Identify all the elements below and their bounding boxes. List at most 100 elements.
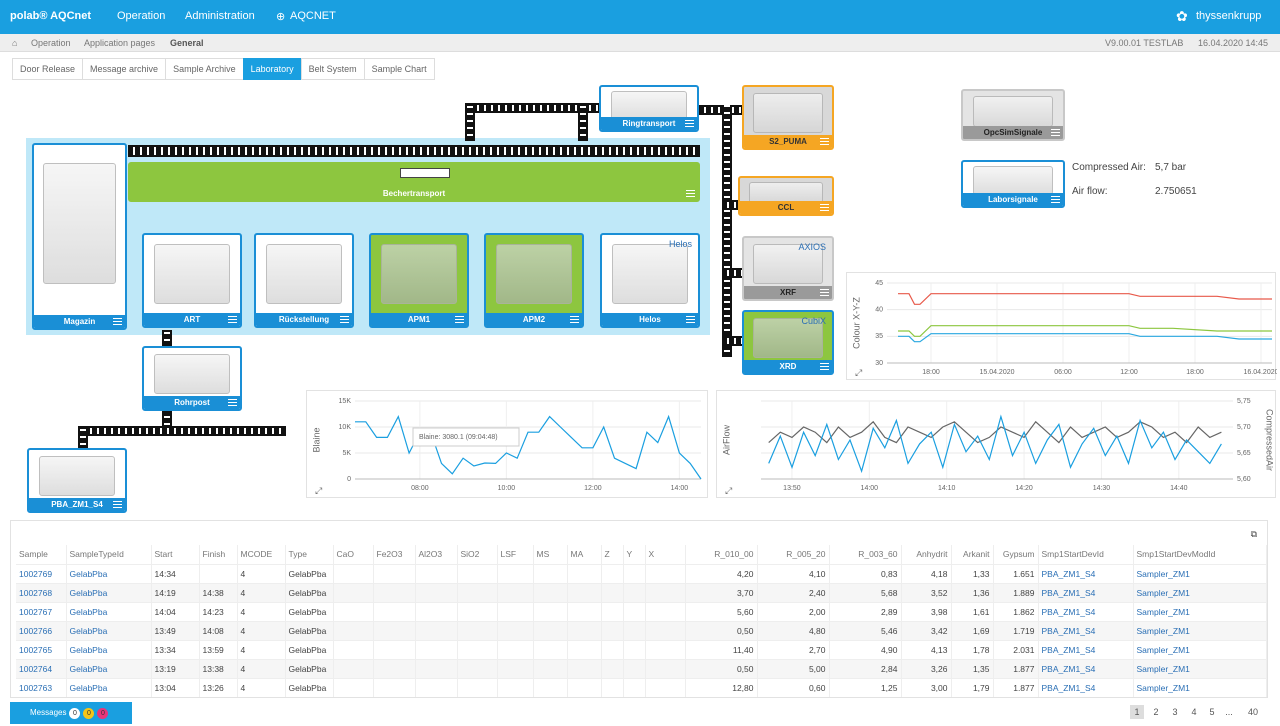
tab[interactable]: Laboratory	[242, 58, 302, 80]
table-cell[interactable]: Sampler_ZM1	[1133, 639, 1267, 659]
table-cell[interactable]: GelabPba	[66, 639, 152, 659]
menu-icon[interactable]	[1051, 196, 1060, 203]
plant-node[interactable]: PBA_ZM1_S4	[27, 448, 127, 513]
table-cell[interactable]: Sampler_ZM1	[1133, 677, 1267, 697]
plant-node[interactable]: APM2	[484, 233, 584, 328]
column-header[interactable]: MCODE	[237, 545, 286, 564]
plant-node[interactable]: CCL	[738, 176, 834, 216]
plant-node[interactable]: CubiX XRD	[742, 310, 834, 375]
table-cell[interactable]: PBA_ZM1_S4	[1038, 620, 1134, 640]
page-link[interactable]: ...	[1225, 707, 1233, 717]
table-cell[interactable]: GelabPba	[66, 658, 152, 678]
menu-icon[interactable]	[820, 204, 829, 211]
menu-icon[interactable]	[228, 399, 237, 406]
table-cell[interactable]: Sampler_ZM1	[1133, 582, 1267, 602]
column-header[interactable]: Smp1StartDevId	[1038, 545, 1134, 564]
page-link[interactable]: 4	[1191, 707, 1197, 717]
menu-icon[interactable]	[1051, 129, 1060, 136]
menu-icon[interactable]	[685, 120, 694, 127]
brand[interactable]: polab® AQCnet	[10, 10, 92, 22]
plant-node[interactable]: OpcSimSignale	[961, 89, 1065, 141]
column-header[interactable]: Fe2O3	[373, 545, 416, 564]
column-header[interactable]: X	[645, 545, 686, 564]
column-header[interactable]: Sample	[16, 545, 67, 564]
column-header[interactable]: Start	[151, 545, 200, 564]
column-header[interactable]: MA	[567, 545, 602, 564]
table-cell[interactable]: PBA_ZM1_S4	[1038, 601, 1134, 621]
menu-icon[interactable]	[686, 190, 695, 197]
column-header[interactable]: R_005_20	[757, 545, 830, 564]
table-cell[interactable]: Sampler_ZM1	[1133, 658, 1267, 678]
home-icon[interactable]: ⌂	[12, 38, 18, 48]
page-link[interactable]: 1	[1130, 705, 1144, 719]
nav-item[interactable]: Operation	[117, 10, 166, 22]
plant-node[interactable]: Rohrpost	[142, 346, 242, 411]
column-header[interactable]: Z	[601, 545, 624, 564]
plant-node[interactable]: AXIOS XRF	[742, 236, 834, 301]
table-cell[interactable]: GelabPba	[66, 601, 152, 621]
menu-icon[interactable]	[228, 316, 237, 323]
menu-icon[interactable]	[570, 316, 579, 323]
table-cell[interactable]: 1002767	[16, 601, 67, 621]
table-cell[interactable]: 1002766	[16, 620, 67, 640]
column-header[interactable]: MS	[533, 545, 568, 564]
table-cell[interactable]: 1002769	[16, 563, 67, 583]
menu-icon[interactable]	[820, 289, 829, 296]
page-link[interactable]: 40	[1247, 707, 1258, 717]
table-cell[interactable]: 1002765	[16, 639, 67, 659]
table-cell[interactable]: PBA_ZM1_S4	[1038, 639, 1134, 659]
table-cell[interactable]: GelabPba	[66, 677, 152, 697]
table-cell[interactable]: PBA_ZM1_S4	[1038, 582, 1134, 602]
tab[interactable]: Belt System	[300, 58, 365, 80]
plant-node[interactable]: Ringtransport	[599, 85, 699, 132]
crumb[interactable]: Operation	[31, 38, 71, 48]
plant-node[interactable]: Rückstellung	[254, 233, 354, 328]
nav-item[interactable]: Administration	[185, 10, 255, 22]
messages-button[interactable]: Messages 0 0 0	[10, 702, 132, 724]
page-link[interactable]: 2	[1153, 707, 1159, 717]
plant-node[interactable]: Helos Helos	[600, 233, 700, 328]
table-cell[interactable]: 1002764	[16, 658, 67, 678]
nav-item[interactable]: AQCNET	[290, 10, 336, 22]
copy-icon[interactable]: ⧉	[1250, 529, 1257, 539]
table-cell[interactable]: Sampler_ZM1	[1133, 620, 1267, 640]
menu-icon[interactable]	[455, 316, 464, 323]
table-cell[interactable]: 1002763	[16, 677, 67, 697]
menu-icon[interactable]	[340, 316, 349, 323]
tab[interactable]: Sample Chart	[363, 58, 435, 80]
table-cell[interactable]: GelabPba	[66, 620, 152, 640]
menu-icon[interactable]	[113, 501, 122, 508]
table-cell[interactable]: PBA_ZM1_S4	[1038, 677, 1134, 697]
table-cell[interactable]: GelabPba	[66, 582, 152, 602]
page-link[interactable]: 5	[1209, 707, 1215, 717]
menu-icon[interactable]	[113, 318, 122, 325]
column-header[interactable]: Arkanit	[951, 545, 994, 564]
column-header[interactable]: Type	[285, 545, 334, 564]
menu-icon[interactable]	[820, 363, 829, 370]
column-header[interactable]: Anhydrit	[901, 545, 952, 564]
plant-node[interactable]: S2_PUMA	[742, 85, 834, 150]
table-cell[interactable]: Sampler_ZM1	[1133, 601, 1267, 621]
tab[interactable]: Message archive	[82, 58, 167, 80]
menu-icon[interactable]	[820, 138, 829, 145]
crumb[interactable]: Application pages	[84, 38, 156, 48]
plant-node[interactable]: APM1	[369, 233, 469, 328]
table-cell[interactable]: GelabPba	[66, 563, 152, 583]
plant-node[interactable]: Bechertransport	[128, 162, 700, 202]
plant-node[interactable]: ART	[142, 233, 242, 328]
column-header[interactable]: LSF	[497, 545, 534, 564]
column-header[interactable]: R_010_00	[685, 545, 758, 564]
tab[interactable]: Door Release	[12, 58, 84, 80]
table-cell[interactable]: PBA_ZM1_S4	[1038, 658, 1134, 678]
plant-node[interactable]: Laborsignale	[961, 160, 1065, 208]
column-header[interactable]: CaO	[333, 545, 374, 564]
column-header[interactable]: R_003_60	[829, 545, 902, 564]
column-header[interactable]: Smp1StartDevModId	[1133, 545, 1267, 564]
column-header[interactable]: Finish	[199, 545, 238, 564]
table-cell[interactable]: 1002768	[16, 582, 67, 602]
table-cell[interactable]: Sampler_ZM1	[1133, 563, 1267, 583]
column-header[interactable]: Al2O3	[415, 545, 458, 564]
column-header[interactable]: SiO2	[457, 545, 498, 564]
column-header[interactable]: Gypsum	[993, 545, 1039, 564]
tab[interactable]: Sample Archive	[165, 58, 244, 80]
